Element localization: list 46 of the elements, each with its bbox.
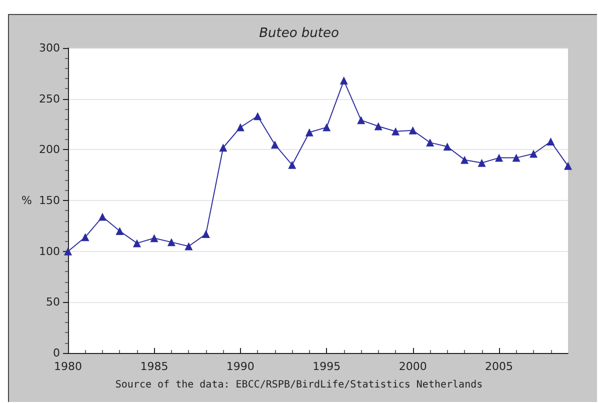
point: [322, 123, 331, 132]
y-tick-label: 250: [39, 92, 60, 106]
point: [64, 247, 72, 256]
y-tick-label: 200: [39, 143, 60, 156]
point: [288, 160, 296, 169]
point: [202, 230, 210, 238]
point: [392, 127, 400, 136]
point: [184, 242, 193, 250]
source-note: Source of the data: EBCC/RSPB/BirdLife/Statistics Netherlands: [115, 380, 483, 390]
point: [219, 144, 228, 152]
point: [254, 112, 262, 120]
point: [81, 233, 90, 242]
point: [167, 238, 176, 246]
point: [512, 154, 520, 162]
point: [564, 162, 572, 170]
chart-title: Buteo buteo: [259, 26, 339, 41]
x-tick-label: 1985: [140, 360, 168, 373]
x-tick-label: 2000: [398, 360, 427, 373]
point: [530, 150, 538, 158]
point: [443, 142, 452, 151]
y-tick-label: 150: [39, 194, 60, 207]
y-tick-label: 100: [39, 244, 60, 258]
point: [460, 156, 469, 164]
point: [546, 138, 555, 146]
y-tick-label: 50: [46, 296, 60, 309]
y-tick-label: 0: [53, 346, 60, 360]
point: [270, 140, 279, 149]
y-axis-title: %: [22, 194, 32, 207]
point: [478, 158, 486, 167]
point: [305, 128, 314, 136]
x-tick-label: 1980: [54, 360, 82, 373]
x-tick-label: 2005: [485, 360, 514, 373]
point: [426, 138, 434, 147]
point: [236, 123, 244, 132]
y-tick-label: 300: [39, 42, 60, 54]
point: [150, 234, 158, 242]
point: [132, 239, 141, 248]
x-tick-label: 1995: [312, 360, 341, 373]
point: [495, 154, 504, 162]
point: [116, 227, 124, 235]
point: [98, 212, 106, 221]
point: [357, 116, 366, 124]
point: [374, 122, 382, 130]
point: [408, 126, 417, 134]
x-tick-label: 1990: [226, 360, 254, 373]
point: [340, 76, 348, 85]
